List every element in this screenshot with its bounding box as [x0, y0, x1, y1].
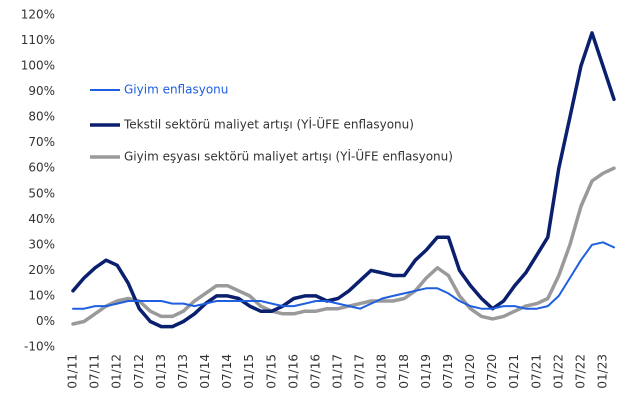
series-line — [71, 166, 616, 326]
y-tick-label: 90% — [28, 84, 55, 98]
x-tick-label: 01/11 — [66, 354, 80, 389]
y-tick-label: 60% — [28, 161, 55, 175]
x-tick-label: 07/19 — [441, 354, 455, 389]
x-tick-label: 01/18 — [375, 354, 389, 389]
y-tick-label: 10% — [28, 288, 55, 302]
y-tick-label: 80% — [28, 110, 55, 124]
x-tick-label: 07/13 — [176, 354, 190, 389]
x-tick-label: 01/23 — [596, 354, 610, 389]
x-tick-label: 01/15 — [242, 354, 256, 389]
x-tick-label: 07/21 — [529, 354, 543, 389]
x-tick-label: 07/16 — [308, 354, 322, 389]
x-tick-label: 01/17 — [331, 354, 345, 389]
legend-label: Tekstil sektörü maliyet artışı (Yİ-ÜFE e… — [123, 116, 414, 132]
legend-label: Giyim eşyası sektörü maliyet artışı (Yİ-… — [124, 148, 453, 164]
y-tick-label: 40% — [28, 212, 55, 226]
y-tick-label: 30% — [28, 237, 55, 251]
x-tick-label: 01/13 — [154, 354, 168, 389]
legend-label: Giyim enflasyonu — [124, 83, 228, 97]
x-tick-label: 07/11 — [88, 354, 102, 389]
x-tick-label: 07/18 — [397, 354, 411, 389]
x-tick-label: 07/20 — [485, 354, 499, 389]
y-tick-label: 110% — [21, 33, 55, 47]
x-tick-label: 01/22 — [551, 354, 565, 389]
x-tick-label: 01/20 — [463, 354, 477, 389]
x-tick-label: 07/12 — [132, 354, 146, 389]
y-tick-label: 120% — [21, 8, 55, 22]
x-tick-label: 01/12 — [110, 354, 124, 389]
y-tick-label: 20% — [28, 263, 55, 277]
x-tick-label: 01/19 — [419, 354, 433, 389]
series-line — [72, 241, 615, 310]
x-tick-label: 01/16 — [286, 354, 300, 389]
x-tick-label: 07/15 — [264, 354, 278, 389]
x-tick-label: 01/14 — [198, 354, 212, 389]
x-tick-label: 07/14 — [220, 354, 234, 389]
x-tick-label: 07/17 — [353, 354, 367, 389]
x-tick-label: 01/21 — [507, 354, 521, 389]
x-tick-label: 07/22 — [573, 354, 587, 389]
y-tick-label: 100% — [21, 59, 55, 73]
y-tick-label: 0% — [36, 314, 55, 328]
y-tick-label: -10% — [24, 340, 55, 354]
y-tick-label: 70% — [28, 135, 55, 149]
y-tick-label: 50% — [28, 186, 55, 200]
series-line — [71, 31, 616, 329]
